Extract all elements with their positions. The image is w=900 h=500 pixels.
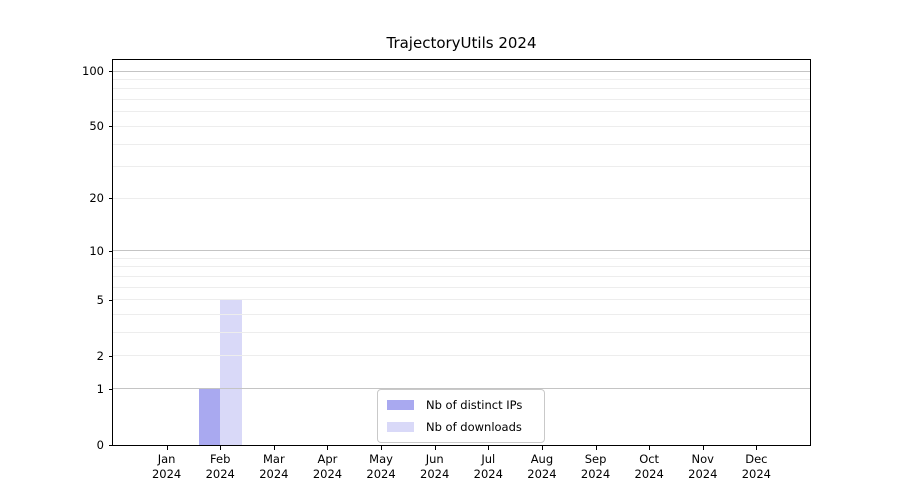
- x-tick-month: Apr: [317, 452, 338, 466]
- legend-swatch-distinct-ips: [387, 400, 414, 410]
- x-tick-mark: [595, 446, 597, 450]
- gridline-minor: [113, 111, 810, 113]
- x-tick-month: Jan: [157, 452, 176, 466]
- x-tick-mark: [756, 446, 758, 450]
- legend-label-distinct-ips: Nb of distinct IPs: [426, 398, 523, 412]
- gridline-minor: [113, 88, 810, 90]
- gridline-minor: [113, 299, 810, 301]
- gridline-minor: [113, 275, 810, 277]
- x-tick-month: Aug: [530, 452, 554, 466]
- gridline-minor: [113, 266, 810, 268]
- gridline-minor: [113, 143, 810, 145]
- gridline-minor: [113, 99, 810, 101]
- x-tick-mark: [488, 446, 490, 450]
- gridline-minor: [113, 166, 810, 168]
- x-tick-label: Nov 2024: [671, 452, 735, 482]
- legend-swatch-downloads: [387, 422, 414, 432]
- x-tick-label: Feb 2024: [188, 452, 252, 482]
- x-tick-month: Jun: [425, 452, 444, 466]
- x-tick-mark: [702, 446, 704, 450]
- x-tick-year: 2024: [366, 467, 396, 481]
- x-tick-year: 2024: [420, 467, 450, 481]
- x-tick-year: 2024: [741, 467, 772, 481]
- x-tick-year: 2024: [473, 467, 503, 481]
- y-tick-mark: [109, 126, 113, 128]
- gridline-major: [113, 250, 810, 252]
- y-tick-mark: [109, 71, 113, 72]
- bar-distinct-ips: [198, 388, 221, 445]
- y-tick-mark: [109, 445, 113, 446]
- x-tick-year: 2024: [580, 467, 611, 481]
- legend-label-downloads: Nb of downloads: [426, 420, 522, 434]
- x-tick-label: Oct 2024: [617, 452, 681, 482]
- gridline-minor: [113, 125, 810, 127]
- x-tick-year: 2024: [151, 467, 182, 481]
- x-tick-mark: [434, 446, 436, 450]
- y-tick-mark: [109, 250, 113, 252]
- y-tick-label: 0: [96, 438, 104, 452]
- y-tick-label: 50: [89, 119, 104, 134]
- x-tick-month: Feb: [210, 452, 231, 466]
- x-tick-year: 2024: [634, 467, 664, 481]
- gridline-minor: [113, 197, 810, 199]
- y-tick-label: 20: [89, 191, 104, 206]
- x-tick-mark: [649, 446, 651, 450]
- x-tick-label: Dec 2024: [724, 452, 788, 482]
- gridline-minor: [113, 78, 810, 80]
- y-tick-mark: [109, 388, 113, 390]
- x-tick-year: 2024: [259, 467, 289, 481]
- x-tick-label: Jul 2024: [456, 452, 520, 482]
- x-tick-mark: [541, 446, 543, 450]
- x-tick-year: 2024: [312, 467, 343, 481]
- y-tick-label: 5: [96, 292, 104, 307]
- x-tick-month: Mar: [262, 452, 285, 466]
- chart-title: TrajectoryUtils 2024: [386, 34, 537, 52]
- y-tick-label: 100: [82, 64, 104, 78]
- y-tick-mark: [109, 355, 113, 357]
- x-tick-month: Oct: [639, 452, 660, 466]
- x-tick-mark: [327, 446, 329, 450]
- x-tick-month: Jul: [481, 452, 496, 466]
- x-tick-label: Mar 2024: [242, 452, 306, 482]
- y-tick-label: 2: [96, 348, 104, 363]
- legend: Nb of distinct IPs Nb of downloads: [377, 389, 545, 443]
- x-tick-month: May: [369, 452, 393, 466]
- y-tick-label: 1: [96, 381, 104, 396]
- x-tick-label: Jan 2024: [135, 452, 199, 482]
- x-tick-year: 2024: [527, 467, 557, 481]
- gridline-major: [113, 388, 810, 390]
- x-tick-label: Aug 2024: [510, 452, 574, 482]
- x-tick-month: Sep: [584, 452, 607, 466]
- gridline-minor: [113, 314, 810, 316]
- x-tick-year: 2024: [205, 467, 235, 481]
- gridline-major: [113, 70, 810, 72]
- bar-downloads: [220, 299, 242, 445]
- x-tick-label: Apr 2024: [295, 452, 359, 482]
- y-tick-mark: [109, 299, 113, 301]
- gridline-minor: [113, 257, 810, 259]
- gridline-minor: [113, 355, 810, 357]
- x-tick-mark: [166, 446, 168, 450]
- y-tick-label: 10: [89, 243, 104, 258]
- x-tick-mark: [220, 446, 222, 450]
- legend-row-distinct-ips: Nb of distinct IPs: [387, 397, 534, 413]
- x-tick-mark: [381, 446, 383, 450]
- gridline-minor: [113, 332, 810, 334]
- x-tick-label: May 2024: [349, 452, 413, 482]
- x-tick-month: Dec: [745, 452, 768, 466]
- x-tick-mark: [273, 446, 275, 450]
- x-tick-month: Nov: [691, 452, 714, 466]
- x-tick-year: 2024: [688, 467, 718, 481]
- x-tick-label: Sep 2024: [564, 452, 628, 482]
- y-tick-mark: [109, 198, 113, 200]
- legend-row-downloads: Nb of downloads: [387, 419, 534, 435]
- x-tick-label: Jun 2024: [403, 452, 467, 482]
- gridline-minor: [113, 286, 810, 288]
